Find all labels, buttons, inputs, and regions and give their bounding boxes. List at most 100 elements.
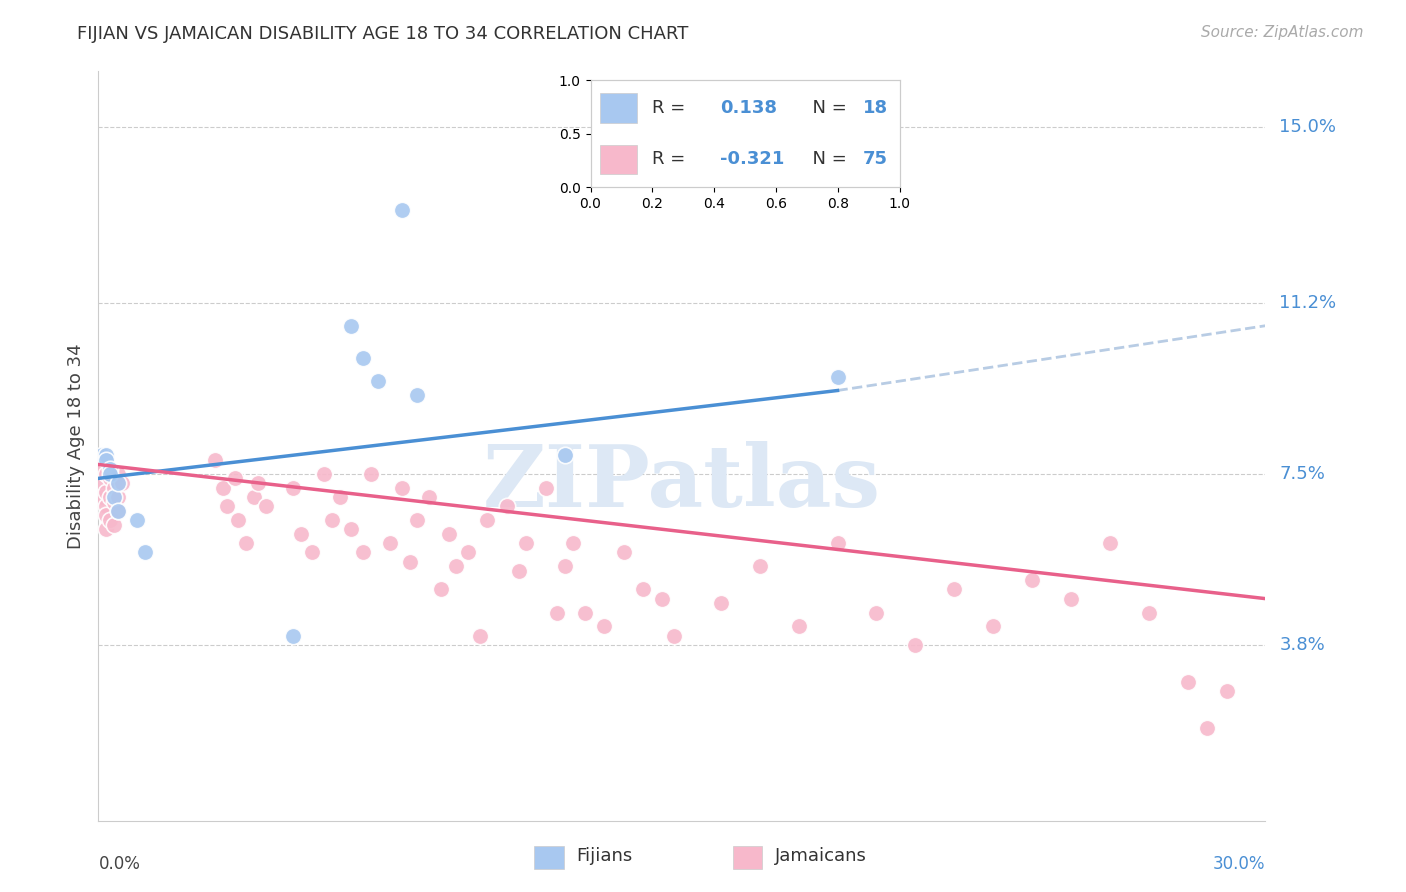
Point [281, 481, 304, 495]
Point [96, 522, 118, 536]
Point [943, 582, 966, 597]
Point [651, 591, 673, 606]
FancyBboxPatch shape [733, 846, 762, 869]
Point [1137, 606, 1160, 620]
Point [254, 499, 277, 513]
Point [215, 499, 238, 513]
Point [1098, 536, 1121, 550]
Point [98, 467, 121, 481]
Point [534, 481, 557, 495]
Point [224, 471, 246, 485]
Point [312, 467, 335, 481]
Point [98, 513, 121, 527]
Text: 7.5%: 7.5% [1279, 465, 1326, 483]
Point [477, 513, 499, 527]
Point [127, 513, 149, 527]
Point [96, 499, 118, 513]
Point [352, 351, 374, 365]
Point [98, 462, 121, 476]
Point [98, 490, 121, 504]
Point [787, 619, 810, 633]
Point [96, 448, 118, 462]
Point [1060, 591, 1083, 606]
Text: Fijians: Fijians [576, 847, 633, 865]
Text: 18: 18 [863, 99, 887, 117]
Point [593, 619, 616, 633]
Point [96, 467, 118, 481]
Point [103, 490, 125, 504]
Point [546, 606, 568, 620]
Point [446, 559, 468, 574]
Point [103, 494, 125, 508]
Point [391, 203, 413, 218]
Point [613, 545, 636, 559]
Text: 15.0%: 15.0% [1279, 118, 1336, 136]
Text: 30.0%: 30.0% [1213, 855, 1265, 873]
Point [827, 536, 849, 550]
Point [228, 513, 250, 527]
Point [380, 536, 402, 550]
Point [904, 638, 927, 652]
Point [91, 490, 114, 504]
Point [98, 471, 121, 485]
Point [631, 582, 654, 597]
Point [418, 490, 440, 504]
Point [1177, 674, 1199, 689]
Point [398, 555, 420, 569]
Point [554, 448, 576, 462]
Point [107, 490, 129, 504]
Text: ZIPatlas: ZIPatlas [482, 442, 882, 525]
Point [508, 564, 530, 578]
Point [91, 462, 114, 476]
Point [468, 629, 491, 643]
Point [662, 629, 685, 643]
Text: 11.2%: 11.2% [1279, 293, 1337, 311]
Point [107, 467, 129, 481]
Point [107, 504, 129, 518]
Point [406, 388, 429, 402]
Point [367, 374, 389, 388]
FancyBboxPatch shape [600, 93, 637, 123]
Point [865, 606, 887, 620]
Text: N =: N = [801, 99, 852, 117]
Point [437, 527, 460, 541]
Point [91, 475, 114, 490]
Point [1215, 684, 1237, 698]
Point [574, 606, 596, 620]
Text: 0.0%: 0.0% [98, 855, 141, 873]
FancyBboxPatch shape [600, 145, 637, 175]
Text: Jamaicans: Jamaicans [775, 847, 866, 865]
Point [321, 513, 343, 527]
Point [1021, 573, 1043, 587]
Point [96, 485, 118, 500]
Point [290, 527, 312, 541]
Point [562, 536, 585, 550]
Point [243, 490, 266, 504]
Point [103, 517, 125, 532]
Point [281, 629, 304, 643]
Point [134, 545, 156, 559]
Point [827, 369, 849, 384]
Text: N =: N = [801, 151, 852, 169]
Point [96, 453, 118, 467]
Point [235, 536, 257, 550]
Text: R =: R = [652, 151, 692, 169]
Point [496, 499, 519, 513]
Point [515, 536, 537, 550]
Point [340, 522, 363, 536]
Point [710, 596, 733, 610]
Point [103, 481, 125, 495]
Point [212, 481, 235, 495]
Point [107, 504, 129, 518]
Point [96, 508, 118, 523]
Point [111, 475, 134, 490]
Point [748, 559, 770, 574]
Text: 0.138: 0.138 [720, 99, 778, 117]
Point [91, 448, 114, 462]
Point [1195, 721, 1218, 735]
Text: 75: 75 [863, 151, 887, 169]
Point [391, 481, 413, 495]
Point [107, 475, 129, 490]
Text: Source: ZipAtlas.com: Source: ZipAtlas.com [1201, 25, 1364, 40]
Point [554, 559, 576, 574]
